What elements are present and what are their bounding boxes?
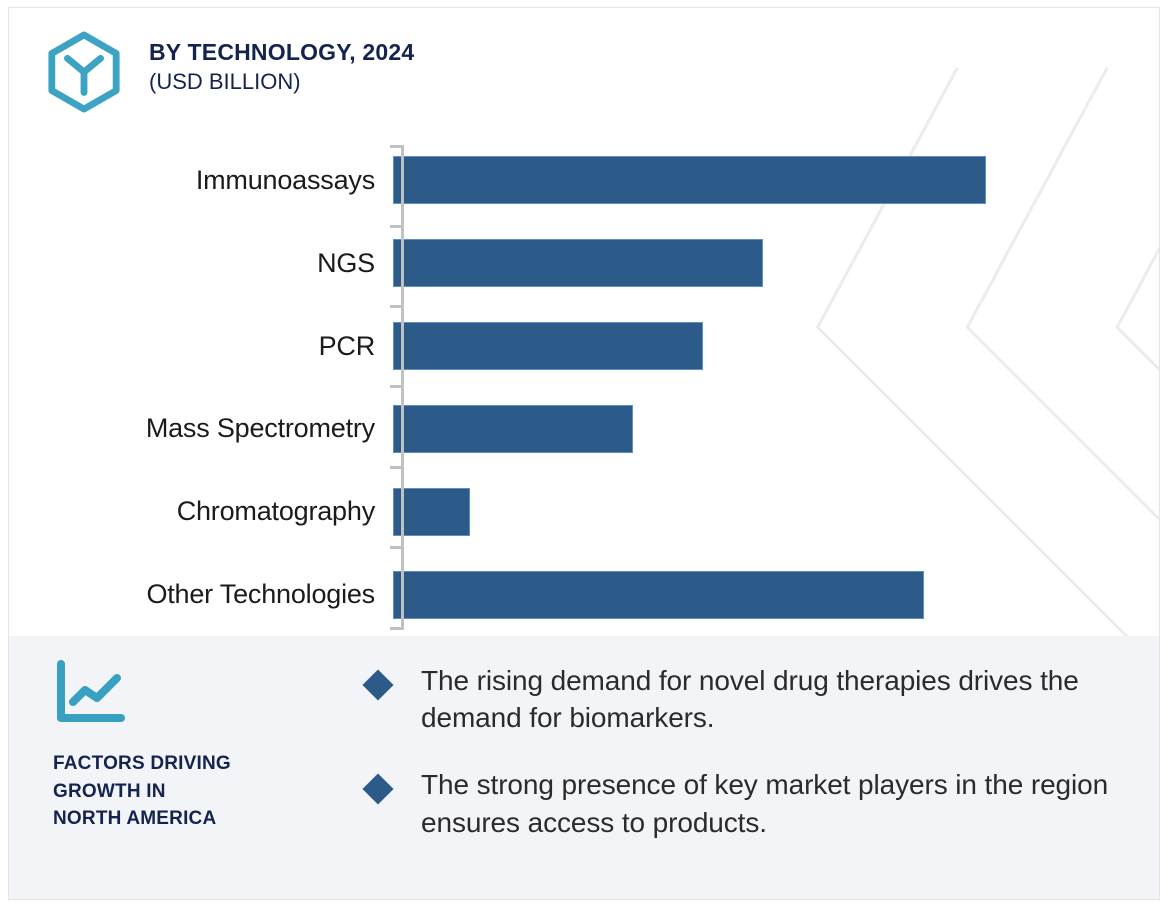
bar-track	[393, 470, 1159, 553]
category-label-immunoassays: Immunoassays	[195, 164, 375, 195]
diamond-bullet-icon	[362, 669, 394, 701]
axis-tick	[390, 385, 402, 388]
bar-immunoassays	[393, 156, 986, 205]
factor-text-2: The strong presence of key market player…	[421, 769, 1109, 838]
bar-track	[393, 222, 1159, 305]
bar-track	[393, 387, 1159, 470]
hexagon-y-icon	[48, 31, 120, 113]
chart-subtitle: (USD BILLION)	[149, 68, 301, 94]
bar-row: Immunoassays	[9, 139, 1159, 222]
bar-row: Chromatography	[9, 470, 1159, 553]
factors-panel-left: FACTORS DRIVING GROWTH IN NORTH AMERICA	[9, 636, 339, 899]
factors-panel-heading: FACTORS DRIVING GROWTH IN NORTH AMERICA	[53, 750, 339, 833]
bar-track	[393, 305, 1159, 388]
chart-title: BY TECHNOLOGY, 2024	[149, 39, 415, 65]
header-text-block: BY TECHNOLOGY, 2024 (USD BILLION)	[149, 39, 414, 95]
axis-tick	[390, 466, 402, 469]
bar-row: Mass Spectrometry	[9, 387, 1159, 470]
bar-row: Other Technologies	[9, 553, 1159, 636]
infographic-card: BY TECHNOLOGY, 2024 (USD BILLION) Immuno…	[8, 7, 1160, 900]
list-item: The rising demand for novel drug therapi…	[362, 662, 1131, 736]
axis-tick	[390, 546, 402, 549]
bar-track	[393, 139, 1159, 222]
category-label-ngs: NGS	[317, 247, 375, 278]
category-label-pcr: PCR	[318, 330, 376, 361]
bar-ngs	[393, 239, 763, 288]
bar-row: PCR	[9, 305, 1159, 388]
chart-header: BY TECHNOLOGY, 2024 (USD BILLION)	[45, 29, 414, 113]
heading-line-2: GROWTH IN	[53, 780, 166, 802]
list-item: The strong presence of key market player…	[362, 766, 1131, 840]
axis-tick	[390, 305, 402, 308]
category-axis-line	[401, 145, 404, 630]
bar-track	[393, 553, 1159, 636]
axis-tick	[390, 145, 402, 148]
category-label-chromatography: Chromatography	[176, 496, 376, 527]
category-label-other-technologies: Other Technologies	[146, 579, 375, 610]
diamond-bullet-icon	[362, 773, 394, 806]
bar-row: NGS	[9, 222, 1159, 305]
heading-line-3: NORTH AMERICA	[53, 808, 217, 830]
bar-chart: Immunoassays NGS PCR Mass Spectrometry	[9, 139, 1159, 636]
bar-mass-spectrometry	[393, 404, 633, 453]
heading-line-1: FACTORS DRIVING	[53, 753, 231, 774]
bar-pcr	[393, 322, 703, 371]
factors-list: The rising demand for novel drug therapi…	[339, 636, 1159, 899]
bar-chromatography	[393, 487, 470, 536]
category-label-mass-spectrometry: Mass Spectrometry	[145, 413, 375, 444]
factors-panel: FACTORS DRIVING GROWTH IN NORTH AMERICA …	[9, 636, 1159, 899]
bar-other-technologies	[393, 570, 924, 619]
line-chart-icon	[57, 660, 125, 722]
axis-tick	[390, 225, 402, 228]
factor-text-1: The rising demand for novel drug therapi…	[421, 665, 1079, 734]
bar-rows: Immunoassays NGS PCR Mass Spectrometry	[9, 139, 1159, 636]
axis-tick	[390, 627, 402, 630]
